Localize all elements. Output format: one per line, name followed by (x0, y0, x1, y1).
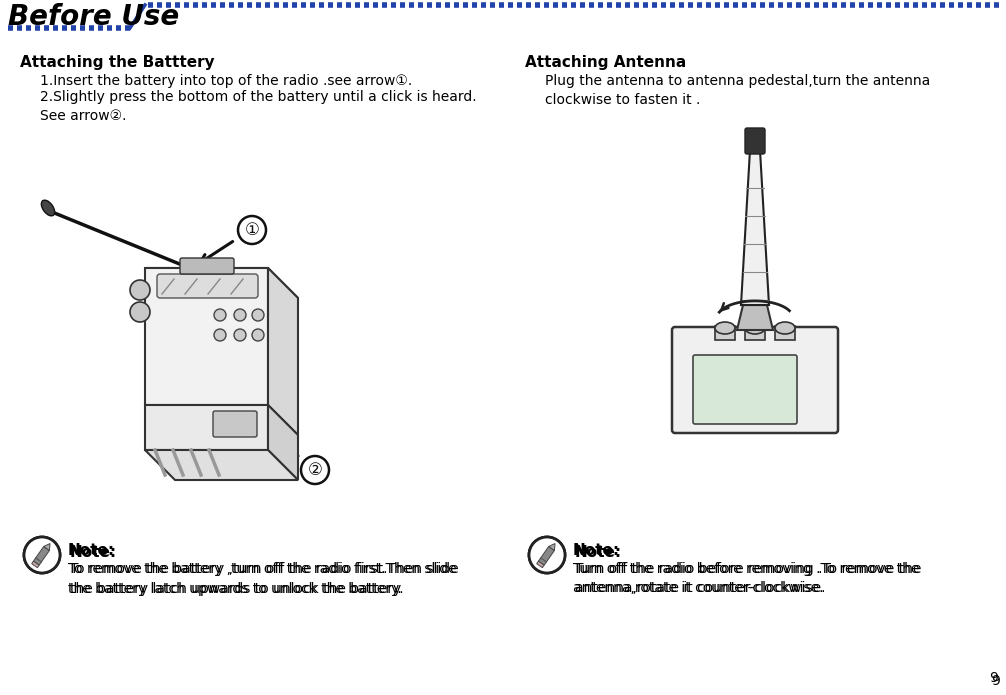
Circle shape (529, 537, 565, 573)
Circle shape (130, 302, 150, 322)
Polygon shape (43, 543, 50, 550)
Polygon shape (31, 543, 52, 566)
Bar (745, 326, 765, 340)
Polygon shape (33, 546, 49, 565)
Circle shape (234, 309, 246, 321)
Ellipse shape (745, 322, 765, 334)
Bar (775, 326, 795, 340)
Circle shape (24, 537, 60, 573)
FancyBboxPatch shape (745, 128, 765, 154)
Text: Before Use: Before Use (8, 3, 179, 31)
Text: 9: 9 (989, 671, 998, 685)
Circle shape (238, 216, 266, 244)
Polygon shape (31, 561, 39, 568)
Circle shape (24, 537, 60, 573)
Text: Plug the antenna to antenna pedestal,turn the antenna
clockwise to fasten it .: Plug the antenna to antenna pedestal,tur… (545, 74, 931, 108)
Ellipse shape (41, 200, 54, 216)
Ellipse shape (775, 322, 795, 334)
Text: Attaching Antenna: Attaching Antenna (525, 55, 686, 70)
Polygon shape (536, 562, 542, 568)
FancyBboxPatch shape (180, 258, 234, 274)
Polygon shape (268, 405, 298, 480)
FancyBboxPatch shape (213, 411, 257, 437)
Circle shape (529, 537, 565, 573)
Circle shape (214, 309, 226, 321)
Text: To remove the battery ,turn off the radio first.Then slide
the battery latch upw: To remove the battery ,turn off the radi… (70, 562, 459, 596)
Text: Turn off the radio before removing .To remove the
antenna,rotate it counter-cloc: Turn off the radio before removing .To r… (575, 562, 921, 596)
Circle shape (252, 309, 264, 321)
Polygon shape (536, 561, 544, 568)
Text: Note:: Note: (70, 545, 117, 560)
Circle shape (234, 329, 246, 341)
Polygon shape (538, 546, 554, 565)
Circle shape (252, 329, 264, 341)
Circle shape (214, 329, 226, 341)
Polygon shape (145, 268, 268, 405)
Polygon shape (548, 543, 555, 550)
Text: Note:: Note: (575, 545, 622, 560)
Polygon shape (268, 268, 298, 435)
FancyBboxPatch shape (693, 355, 797, 424)
Text: Turn off the radio before removing .To remove the
antenna,rotate it counter-cloc: Turn off the radio before removing .To r… (573, 562, 919, 596)
FancyBboxPatch shape (157, 274, 258, 298)
Polygon shape (145, 450, 298, 480)
Polygon shape (31, 562, 37, 568)
Polygon shape (741, 150, 769, 305)
Circle shape (301, 456, 329, 484)
Bar (715, 326, 735, 340)
Text: 9: 9 (991, 674, 1000, 688)
Polygon shape (737, 305, 773, 330)
Polygon shape (145, 268, 298, 298)
Text: ②: ② (308, 461, 323, 479)
Ellipse shape (715, 322, 735, 334)
Text: 1.Insert the battery into top of the radio .see arrow①.: 1.Insert the battery into top of the rad… (40, 74, 412, 88)
Text: To remove the battery ,turn off the radio first.Then slide
the battery latch upw: To remove the battery ,turn off the radi… (68, 562, 457, 596)
Circle shape (130, 280, 150, 300)
FancyBboxPatch shape (672, 327, 838, 433)
Polygon shape (536, 543, 557, 566)
Text: ①: ① (244, 221, 260, 239)
Text: Note:: Note: (573, 543, 620, 558)
Text: Attaching the Batttery: Attaching the Batttery (20, 55, 214, 70)
Text: 2.Slightly press the bottom of the battery until a click is heard.
See arrow②.: 2.Slightly press the bottom of the batte… (40, 90, 477, 124)
Polygon shape (145, 405, 268, 450)
Text: Note:: Note: (68, 543, 115, 558)
